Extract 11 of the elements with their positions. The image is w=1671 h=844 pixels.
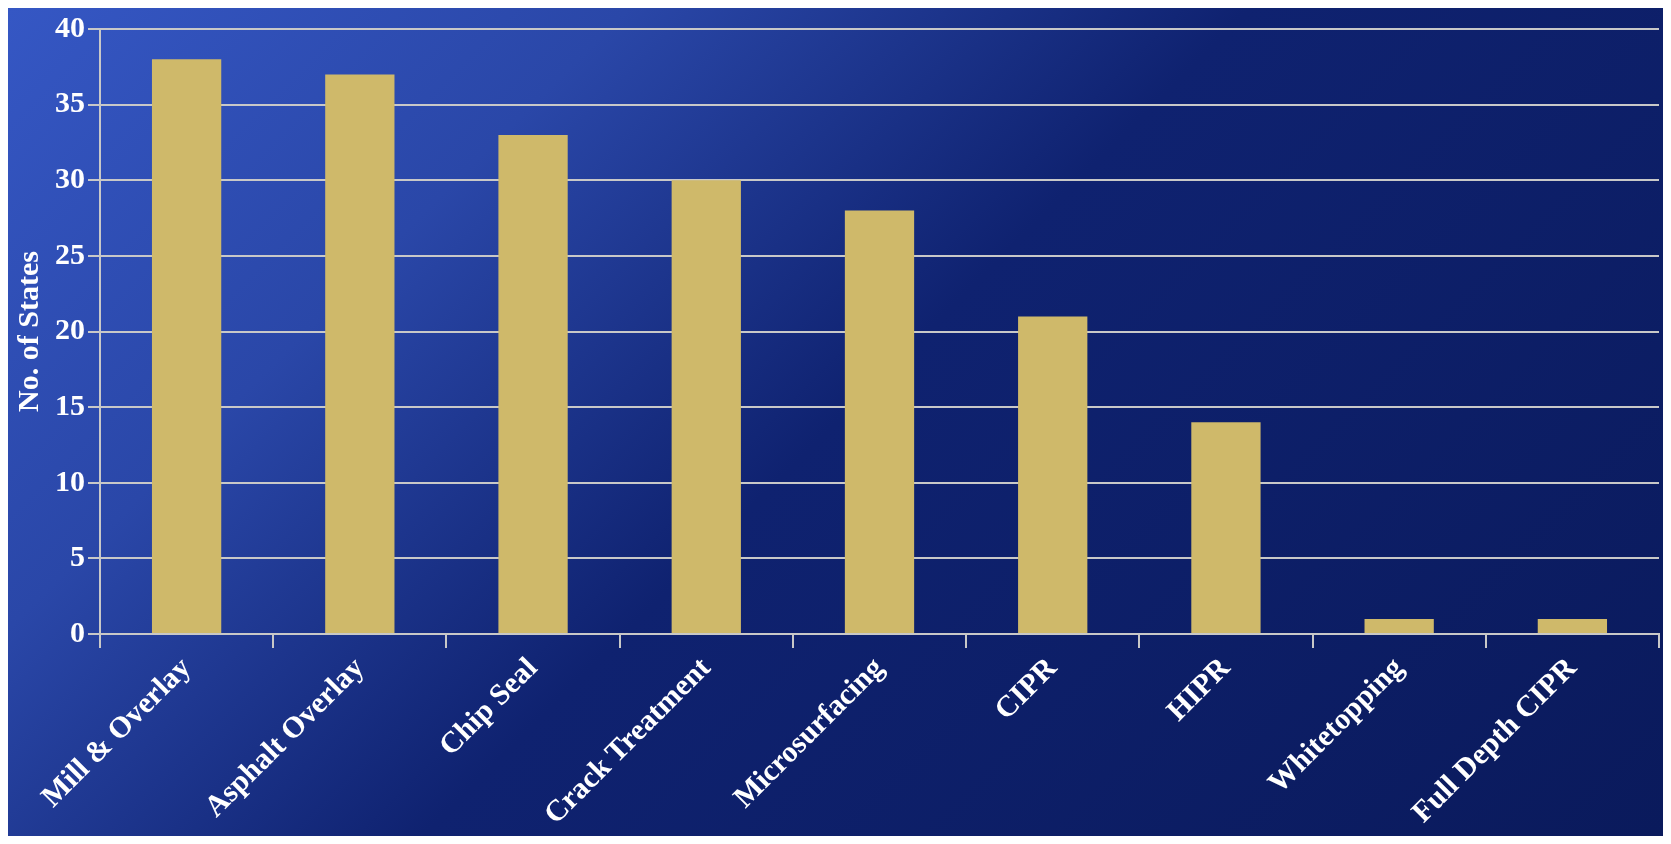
y-axis-title: No. of States	[10, 251, 44, 412]
y-tick-label: 10	[55, 463, 85, 497]
y-tick-label: 35	[55, 85, 85, 119]
y-tick-label: 40	[55, 9, 85, 43]
y-tick-label: 5	[70, 539, 85, 573]
y-tick-label: 30	[55, 161, 85, 195]
y-tick-label: 0	[70, 614, 85, 648]
y-tick-label: 25	[55, 236, 85, 270]
y-tick-label: 20	[55, 312, 85, 346]
y-tick-label: 15	[55, 387, 85, 421]
x-tick-label: Chip Seal	[431, 650, 543, 762]
